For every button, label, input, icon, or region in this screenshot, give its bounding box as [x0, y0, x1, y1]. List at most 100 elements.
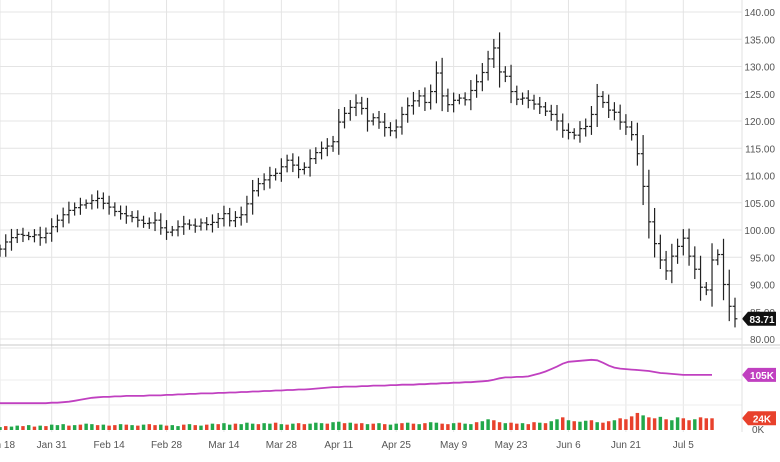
- ohlc-bar: [468, 80, 474, 111]
- ohlc-bar: [698, 255, 703, 301]
- volume-bar: [572, 421, 576, 430]
- ohlc-bar: [278, 158, 284, 182]
- ohlc-bar: [192, 218, 198, 233]
- volume-bar: [618, 418, 622, 430]
- ohlc-bar: [37, 226, 43, 246]
- ohlc-bar: [675, 238, 680, 264]
- volume-bar: [526, 424, 531, 430]
- volume-bar: [90, 424, 94, 430]
- date-tick-label: Feb 28: [151, 440, 183, 451]
- ohlc-bar: [525, 90, 531, 109]
- volume-bar: [388, 424, 393, 430]
- price-tick-label: 140.00: [744, 8, 775, 19]
- ohlc-bar: [589, 106, 594, 135]
- ohlc-bar: [445, 88, 451, 112]
- ohlc-bar: [89, 194, 95, 210]
- volume-bar: [469, 424, 473, 430]
- ohlc-bar: [250, 179, 256, 215]
- volume-bar: [549, 421, 553, 430]
- volume-bar: [635, 412, 640, 430]
- ohlc-bar: [95, 190, 101, 209]
- volume-bar: [480, 421, 485, 430]
- volume-bar: [423, 423, 427, 430]
- volume-bar: [44, 426, 48, 430]
- ohlc-bar: [434, 61, 439, 104]
- ohlc-bar: [313, 147, 319, 164]
- volume-bar: [687, 420, 691, 430]
- ohlc-bar: [152, 212, 158, 232]
- ohlc-bar: [594, 83, 600, 127]
- price-tick-label: 120.00: [744, 117, 775, 128]
- ohlc-bar: [244, 195, 250, 223]
- volume-bar: [26, 425, 31, 430]
- volume-bar: [658, 416, 663, 430]
- price-tick-label: 90.00: [750, 281, 775, 292]
- last-volume-badge: 24K: [742, 411, 776, 426]
- volume-bar: [314, 422, 318, 430]
- volume-bar: [273, 422, 278, 430]
- volume-bar: [233, 423, 238, 430]
- volume-bar: [624, 419, 628, 430]
- volume-bar: [428, 422, 433, 430]
- volume-bar: [222, 423, 226, 430]
- price-tick-label: 105.00: [744, 199, 775, 210]
- volume-bar: [245, 422, 249, 430]
- volume-bar: [38, 425, 42, 430]
- volume-bar: [67, 425, 71, 430]
- ohlc-bar: [273, 168, 279, 181]
- volume-bar: [652, 418, 657, 430]
- volume-bar: [532, 422, 536, 430]
- ohlc-bar: [508, 64, 514, 104]
- date-tick-label: Mar 28: [266, 440, 298, 451]
- volume-bar: [78, 424, 83, 430]
- volume-bar: [296, 423, 301, 430]
- average-volume-badge: 105K: [742, 367, 776, 382]
- volume-bar: [239, 424, 243, 430]
- volume-bar: [354, 423, 358, 430]
- ohlc-bar: [77, 197, 83, 215]
- volume-bar: [595, 422, 599, 430]
- price-grid: [0, 0, 742, 432]
- ohlc-bar: [732, 297, 738, 328]
- ohlc-bar: [623, 114, 629, 135]
- ohlc-bar: [60, 207, 66, 228]
- volume-bar: [32, 426, 37, 430]
- average-volume-badge-text: 105K: [750, 371, 775, 382]
- volume-bar: [268, 423, 272, 430]
- volume-bar: [164, 425, 169, 430]
- ohlc-bar: [646, 169, 652, 239]
- volume-bar: [342, 423, 347, 430]
- volume-bar: [377, 423, 381, 430]
- volume-bar: [61, 424, 65, 430]
- volume-bar: [141, 424, 146, 430]
- volume-bar: [101, 424, 106, 430]
- volume-bar: [130, 425, 134, 430]
- ohlc-bar: [296, 156, 301, 179]
- ohlc-bar: [629, 121, 635, 141]
- volume-bar: [124, 424, 129, 430]
- volume-bar: [113, 425, 117, 430]
- volume-bar: [520, 423, 525, 430]
- ohlc-bar: [715, 249, 721, 266]
- ohlc-bar: [123, 205, 129, 224]
- volume-bar: [446, 424, 450, 430]
- volume-bar: [0, 427, 2, 430]
- volume-bar: [204, 424, 209, 430]
- ohlc-bar: [353, 94, 359, 117]
- ohlc-bar: [566, 123, 571, 140]
- ohlc-bar: [255, 177, 261, 197]
- volume-bar: [629, 416, 634, 430]
- volume-bar: [601, 422, 605, 430]
- ohlc-bar: [146, 217, 152, 229]
- volume-bar: [486, 419, 490, 430]
- ohlc-bar: [158, 213, 164, 235]
- volume-bar: [107, 425, 111, 430]
- volume-bar: [319, 423, 324, 430]
- ohlc-bar: [14, 228, 20, 244]
- volume-bar: [371, 423, 375, 430]
- ohlc-bar: [721, 238, 726, 301]
- volume-bar: [670, 420, 674, 430]
- ohlc-bar: [703, 282, 709, 296]
- volume-bar: [606, 421, 611, 430]
- volume-bar: [503, 423, 508, 430]
